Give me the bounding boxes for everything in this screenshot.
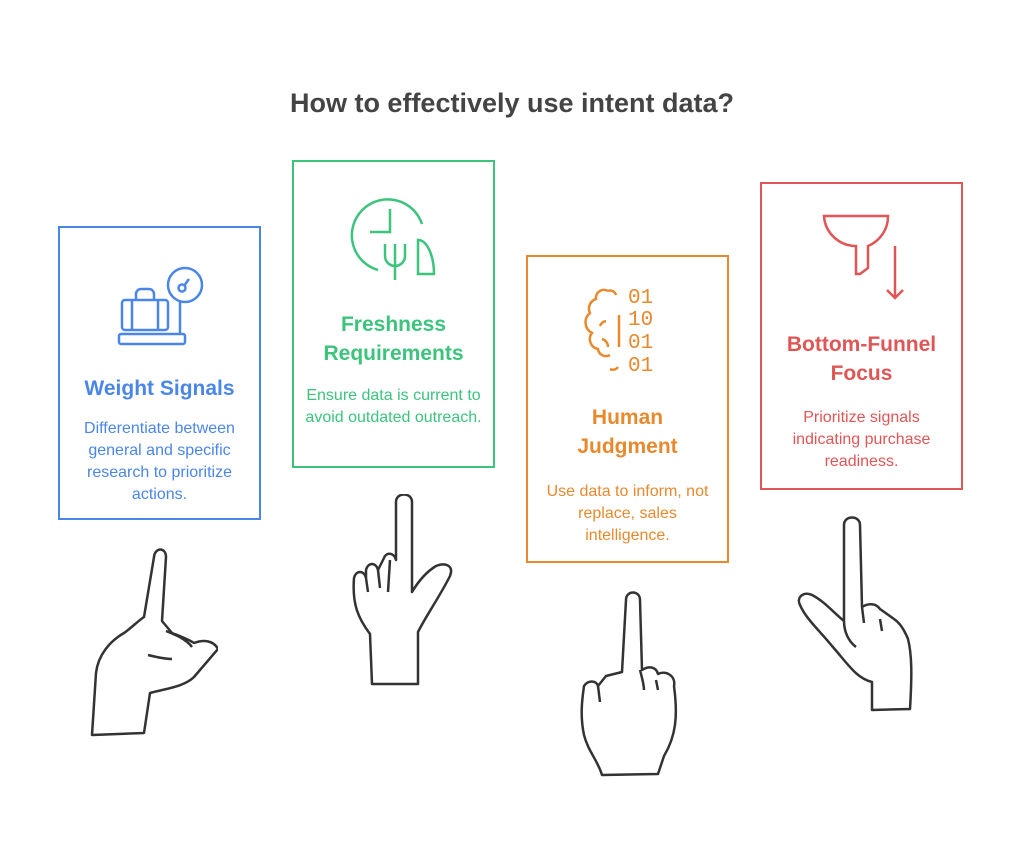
pointing-hand-icon bbox=[90, 548, 218, 737]
card-title: Bottom-Funnel Focus bbox=[786, 333, 937, 385]
card-description: Prioritize signals indicating purchase r… bbox=[792, 409, 931, 470]
luggage-scale-icon bbox=[117, 266, 204, 346]
card-title: Freshness Requirements bbox=[323, 313, 464, 365]
pointing-hand-icon bbox=[797, 516, 913, 712]
card-bottom-funnel-focus: Bottom-Funnel Focus Prioritize signals i… bbox=[760, 182, 963, 490]
binary-row: 01 bbox=[628, 332, 653, 355]
card-freshness-requirements: Freshness Requirements Ensure data is cu… bbox=[292, 160, 495, 468]
page-title: How to effectively use intent data? bbox=[289, 88, 735, 118]
card-title: Weight Signals bbox=[84, 377, 235, 400]
card-description: Use data to inform, not replace, sales i… bbox=[546, 483, 709, 544]
card-description: Ensure data is current to avoid outdated… bbox=[305, 387, 482, 426]
card-description: Differentiate between general and specif… bbox=[84, 420, 235, 503]
clock-fork-icon bbox=[350, 198, 436, 280]
brain-binary-icon: 01 10 01 01 bbox=[584, 287, 653, 377]
card-human-judgment: 01 10 01 01 Human Judgment Use data to i… bbox=[526, 255, 729, 563]
binary-row: 01 bbox=[628, 287, 653, 310]
pointing-hand-icon bbox=[352, 494, 453, 686]
pointing-hand-icon bbox=[580, 591, 678, 777]
card-weight-signals: Weight Signals Differentiate between gen… bbox=[58, 226, 261, 520]
card-title: Human Judgment bbox=[577, 406, 678, 458]
binary-row: 01 bbox=[628, 355, 653, 377]
binary-row: 10 bbox=[628, 309, 653, 332]
funnel-down-icon bbox=[822, 214, 904, 300]
